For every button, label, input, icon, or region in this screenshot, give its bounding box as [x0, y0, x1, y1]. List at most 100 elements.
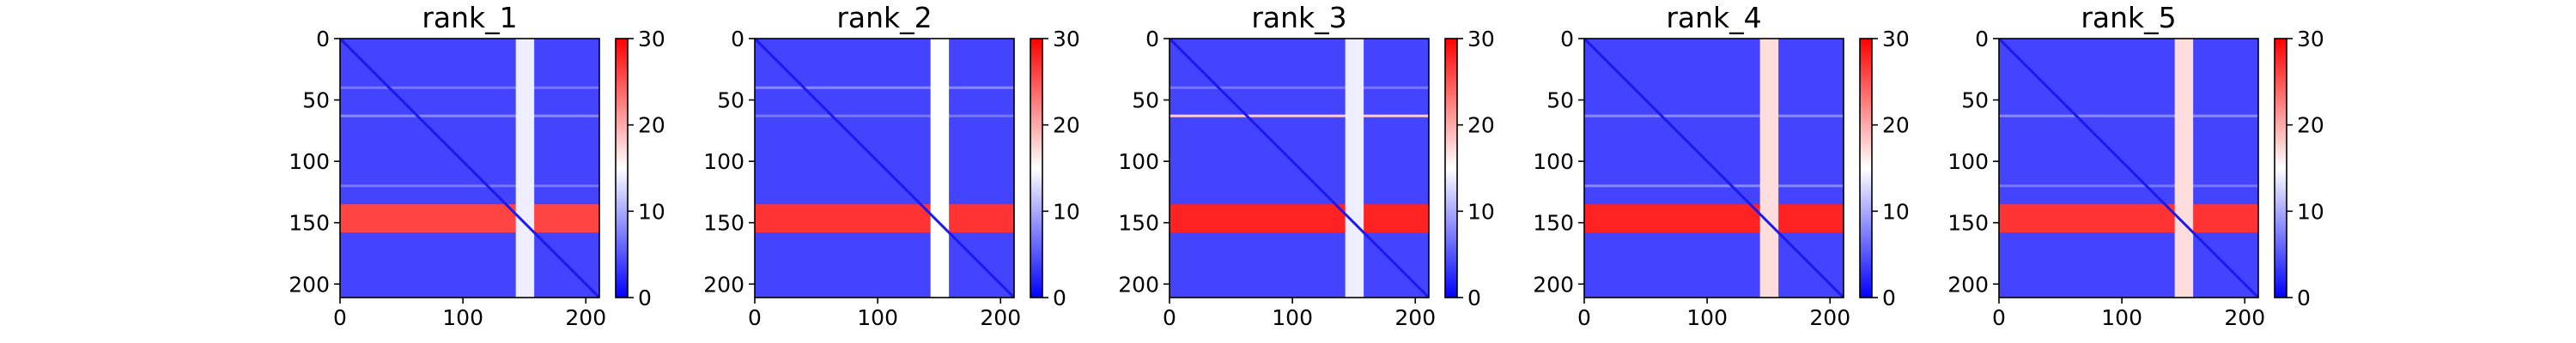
x-tick-label: 200: [1394, 305, 1436, 330]
colorbar-tick-label: 20: [1882, 113, 1910, 138]
y-tick-label: 150: [1947, 211, 1989, 236]
heatmap-diagonal: [1170, 39, 1429, 298]
y-tick-label: 50: [717, 88, 744, 113]
y-tick-label: 50: [302, 88, 330, 113]
heatmap-diagonal: [1999, 39, 2258, 298]
y-tick-label: 0: [316, 27, 330, 51]
heatmap-col-band: [1759, 39, 1779, 298]
heatmap-col-band: [515, 39, 535, 298]
heatmap-diagonal: [1584, 39, 1844, 298]
colorbar: [616, 39, 628, 298]
axes-frame: [339, 38, 600, 298]
colorbar: [1860, 39, 1872, 298]
heatmap-line: [1170, 86, 1429, 89]
colorbar: [1030, 39, 1042, 298]
axes-frame: [1169, 38, 1430, 298]
colorbar: [1445, 39, 1457, 298]
y-tick-label: 100: [703, 149, 744, 174]
colorbar-tick-label: 10: [1053, 199, 1080, 224]
heatmap-image: [1170, 39, 1429, 298]
axes-frame: [1583, 38, 1844, 298]
colorbar-tick-label: 0: [638, 286, 652, 310]
axes-frame: [1998, 38, 2259, 298]
colorbar-tick-label: 30: [1053, 27, 1080, 51]
heatmap-line: [755, 86, 1014, 89]
heatmap-diagonal: [340, 39, 599, 298]
y-tick-label: 100: [1947, 149, 1989, 174]
heatmap-row-band: [755, 204, 1014, 233]
panel-title: rank_4: [1666, 1, 1761, 34]
x-tick-label: 0: [333, 305, 347, 330]
heatmap-image: [1584, 39, 1844, 298]
colorbar-tick-label: 10: [2297, 199, 2324, 224]
y-tick-label: 0: [1560, 27, 1574, 51]
x-tick-label: 100: [857, 305, 898, 330]
heatmap-line: [1584, 114, 1844, 117]
heatmap-line: [340, 86, 599, 89]
x-tick-label: 0: [1577, 305, 1591, 330]
x-tick-label: 0: [1163, 305, 1176, 330]
colorbar-frame: [615, 38, 629, 298]
y-tick-label: 0: [731, 27, 744, 51]
heatmap-col-band: [2174, 39, 2194, 298]
colorbar-tick-label: 10: [1882, 199, 1910, 224]
panel-title: rank_2: [836, 1, 932, 34]
y-tick-label: 50: [1546, 88, 1574, 113]
colorbar-tick-label: 0: [1053, 286, 1066, 310]
colorbar-tick-label: 30: [2297, 27, 2324, 51]
y-tick-label: 50: [1961, 88, 1989, 113]
colorbar-tick-label: 30: [1882, 27, 1910, 51]
colorbar-tick-label: 0: [1882, 286, 1896, 310]
x-tick-label: 200: [2224, 305, 2265, 330]
heatmap-image: [1999, 39, 2258, 298]
y-tick-label: 150: [1533, 211, 1574, 236]
colorbar-tick-label: 0: [2297, 286, 2311, 310]
colorbar-frame: [2274, 38, 2287, 298]
heatmap-line: [340, 114, 599, 117]
colorbar-tick-label: 20: [2297, 113, 2324, 138]
x-tick-label: 100: [2101, 305, 2142, 330]
heatmap-line: [755, 114, 1014, 117]
colorbar: [2275, 39, 2287, 298]
y-tick-label: 200: [703, 272, 744, 297]
heatmap-line: [340, 184, 599, 188]
colorbar-frame: [1030, 38, 1043, 298]
heatmap-diagonal: [755, 39, 1014, 298]
y-tick-label: 150: [703, 211, 744, 236]
heatmap-row-band: [1584, 204, 1844, 233]
heatmap-image: [340, 39, 599, 298]
panel-title: rank_5: [2081, 1, 2176, 34]
x-tick-label: 200: [980, 305, 1021, 330]
y-tick-label: 50: [1132, 88, 1159, 113]
colorbar-frame: [1444, 38, 1458, 298]
x-tick-label: 100: [1272, 305, 1313, 330]
colorbar-tick-label: 20: [1053, 113, 1080, 138]
y-tick-label: 100: [1118, 149, 1159, 174]
heatmap-line: [1170, 114, 1429, 117]
y-tick-label: 200: [1118, 272, 1159, 297]
colorbar-tick-label: 30: [1467, 27, 1495, 51]
heatmap-row-band: [1170, 204, 1429, 233]
heatmap-row-band: [1999, 204, 2258, 233]
colorbar-frame: [1859, 38, 1873, 298]
y-tick-label: 100: [1533, 149, 1574, 174]
y-tick-label: 0: [1975, 27, 1989, 51]
y-tick-label: 200: [1947, 272, 1989, 297]
y-tick-label: 0: [1145, 27, 1159, 51]
heatmap-col-band: [930, 39, 950, 298]
heatmap-col-band: [1345, 39, 1364, 298]
x-tick-label: 0: [1992, 305, 2006, 330]
x-tick-label: 200: [565, 305, 606, 330]
heatmap-image: [755, 39, 1014, 298]
y-tick-label: 100: [289, 149, 330, 174]
heatmap-line: [1584, 184, 1844, 188]
x-tick-label: 100: [1686, 305, 1728, 330]
colorbar-tick-label: 10: [1467, 199, 1495, 224]
